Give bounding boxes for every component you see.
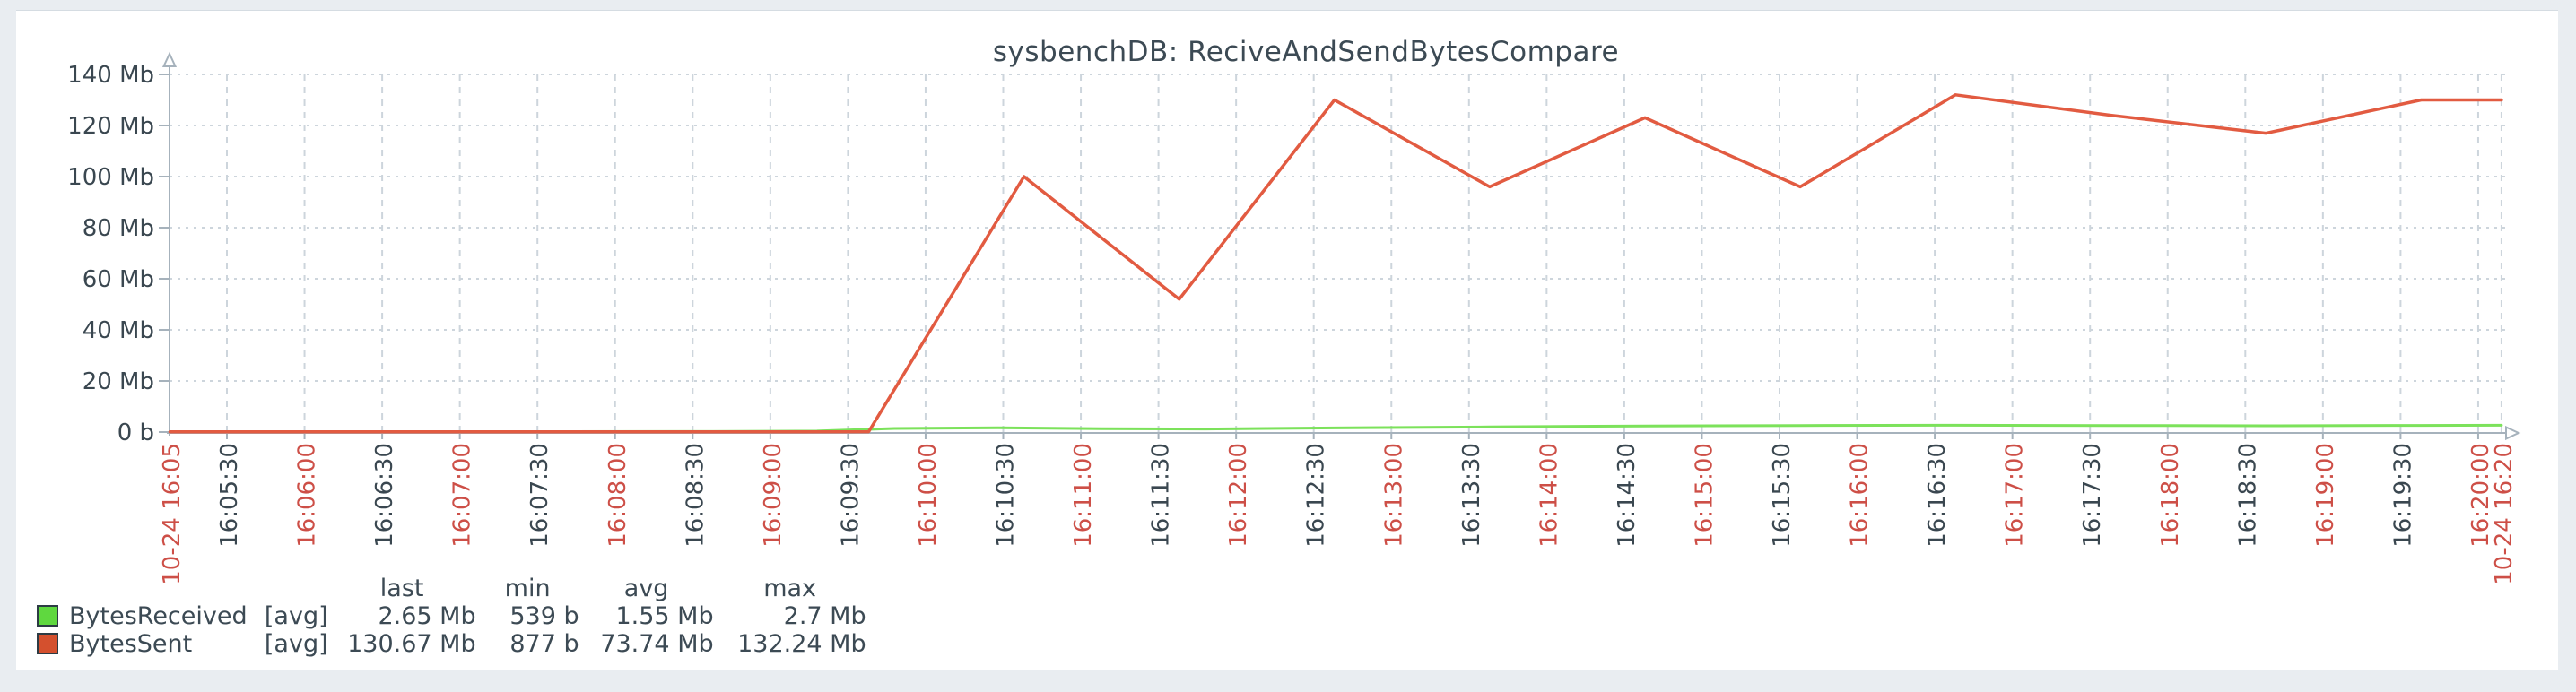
x-axis-label: 16:14:30 bbox=[1614, 443, 1640, 548]
legend-stat-avg: 1.55 Mb bbox=[615, 602, 714, 630]
x-axis-label: 16:11:00 bbox=[1070, 443, 1097, 548]
legend-stat-avg: 73.74 Mb bbox=[600, 630, 714, 658]
y-axis-label: 40 Mb bbox=[83, 317, 154, 344]
x-axis-label: 16:14:00 bbox=[1536, 443, 1562, 548]
y-axis-label: 120 Mb bbox=[67, 113, 154, 140]
x-axis-label: 16:18:00 bbox=[2157, 443, 2184, 548]
y-axis-label: 80 Mb bbox=[83, 215, 154, 242]
x-axis-label: 16:19:00 bbox=[2312, 443, 2339, 548]
x-axis-label: 16:15:00 bbox=[1691, 443, 1718, 548]
x-axis-arrow-icon bbox=[2505, 425, 2521, 441]
legend-stat-max: 132.24 Mb bbox=[737, 630, 866, 658]
legend-stat-min: 877 b bbox=[509, 630, 579, 658]
legend-row-bytessent: BytesSent [avg] 130.67 Mb 877 b 73.74 Mb 132.… bbox=[36, 630, 866, 658]
x-axis-label: 16:12:30 bbox=[1303, 443, 1330, 548]
y-axis-label: 140 Mb bbox=[67, 62, 154, 89]
legend-stat-min: 539 b bbox=[509, 602, 579, 630]
x-axis-label: 16:17:30 bbox=[2079, 443, 2106, 548]
x-axis-label: 10-24 16:20 bbox=[2491, 443, 2518, 585]
y-axis-label: 0 b bbox=[117, 420, 154, 446]
legend-series-cell: BytesReceived bbox=[36, 602, 248, 630]
x-axis-label: 16:09:00 bbox=[760, 443, 787, 548]
legend: last min avg max BytesReceived [avg] 2.65 Mb 53… bbox=[36, 575, 866, 658]
legend-stat-last: 2.65 Mb bbox=[378, 602, 476, 630]
legend-header-min: min bbox=[504, 575, 551, 602]
legend-header-row: last min avg max bbox=[36, 575, 866, 602]
legend-stat-max: 2.7 Mb bbox=[783, 602, 866, 630]
legend-series-name: BytesReceived bbox=[69, 602, 248, 630]
legend-stat-last: 130.67 Mb bbox=[347, 630, 476, 658]
x-axis-label: 16:12:00 bbox=[1225, 443, 1252, 548]
series-swatch-icon bbox=[37, 633, 58, 654]
x-axis-label: 16:10:00 bbox=[915, 443, 942, 548]
y-axis-label: 60 Mb bbox=[83, 266, 154, 293]
legend-series-cell: BytesSent bbox=[36, 630, 248, 658]
x-axis-label: 16:16:30 bbox=[1924, 443, 1951, 548]
graph-title: sysbenchDB: ReciveAndSendBytesCompare bbox=[992, 36, 1620, 68]
x-axis-label: 16:16:00 bbox=[1847, 443, 1874, 548]
x-axis-label: 16:18:30 bbox=[2234, 443, 2261, 548]
y-axis-label: 20 Mb bbox=[83, 368, 154, 395]
legend-series-function: [avg] bbox=[264, 630, 328, 658]
y-axis-label: 100 Mb bbox=[67, 164, 154, 191]
x-axis-label: 16:17:00 bbox=[2002, 443, 2029, 548]
graph-panel bbox=[16, 10, 2558, 670]
x-axis-label: 16:13:30 bbox=[1458, 443, 1485, 548]
x-axis-label: 16:10:30 bbox=[993, 443, 1020, 548]
x-axis-label: 16:08:30 bbox=[682, 443, 709, 548]
series-swatch-icon bbox=[37, 605, 58, 627]
x-axis-label: 16:20:00 bbox=[2467, 443, 2494, 548]
x-axis-label: 16:15:30 bbox=[1769, 443, 1796, 548]
x-axis-label: 10-24 16:05 bbox=[159, 443, 186, 585]
x-axis-label: 16:13:00 bbox=[1380, 443, 1407, 548]
legend-header-last: last bbox=[379, 575, 424, 602]
x-axis-label: 16:05:30 bbox=[216, 443, 243, 548]
series-line-bytesreceived bbox=[169, 423, 2503, 434]
x-axis-label: 16:19:30 bbox=[2389, 443, 2416, 548]
legend-series-function: [avg] bbox=[264, 602, 328, 630]
legend-header-spacer bbox=[248, 575, 328, 602]
legend-row-bytesreceived: BytesReceived [avg] 2.65 Mb 539 b 1.55 Mb 2.7… bbox=[36, 602, 866, 630]
x-axis-label: 16:08:00 bbox=[605, 443, 631, 548]
x-axis-label: 16:06:30 bbox=[371, 443, 398, 548]
x-axis-label: 16:07:00 bbox=[449, 443, 476, 548]
x-axis-label: 16:07:30 bbox=[527, 443, 553, 548]
x-axis-label: 16:09:30 bbox=[837, 443, 864, 548]
x-axis-label: 16:06:00 bbox=[294, 443, 321, 548]
legend-header-max: max bbox=[763, 575, 817, 602]
legend-header-spacer bbox=[36, 575, 248, 602]
x-axis-label: 16:11:30 bbox=[1148, 443, 1175, 548]
series-line-bytessent bbox=[168, 93, 2503, 434]
legend-series-name: BytesSent bbox=[69, 630, 193, 658]
legend-header-avg: avg bbox=[623, 575, 669, 602]
y-axis-arrow-icon bbox=[161, 51, 178, 67]
